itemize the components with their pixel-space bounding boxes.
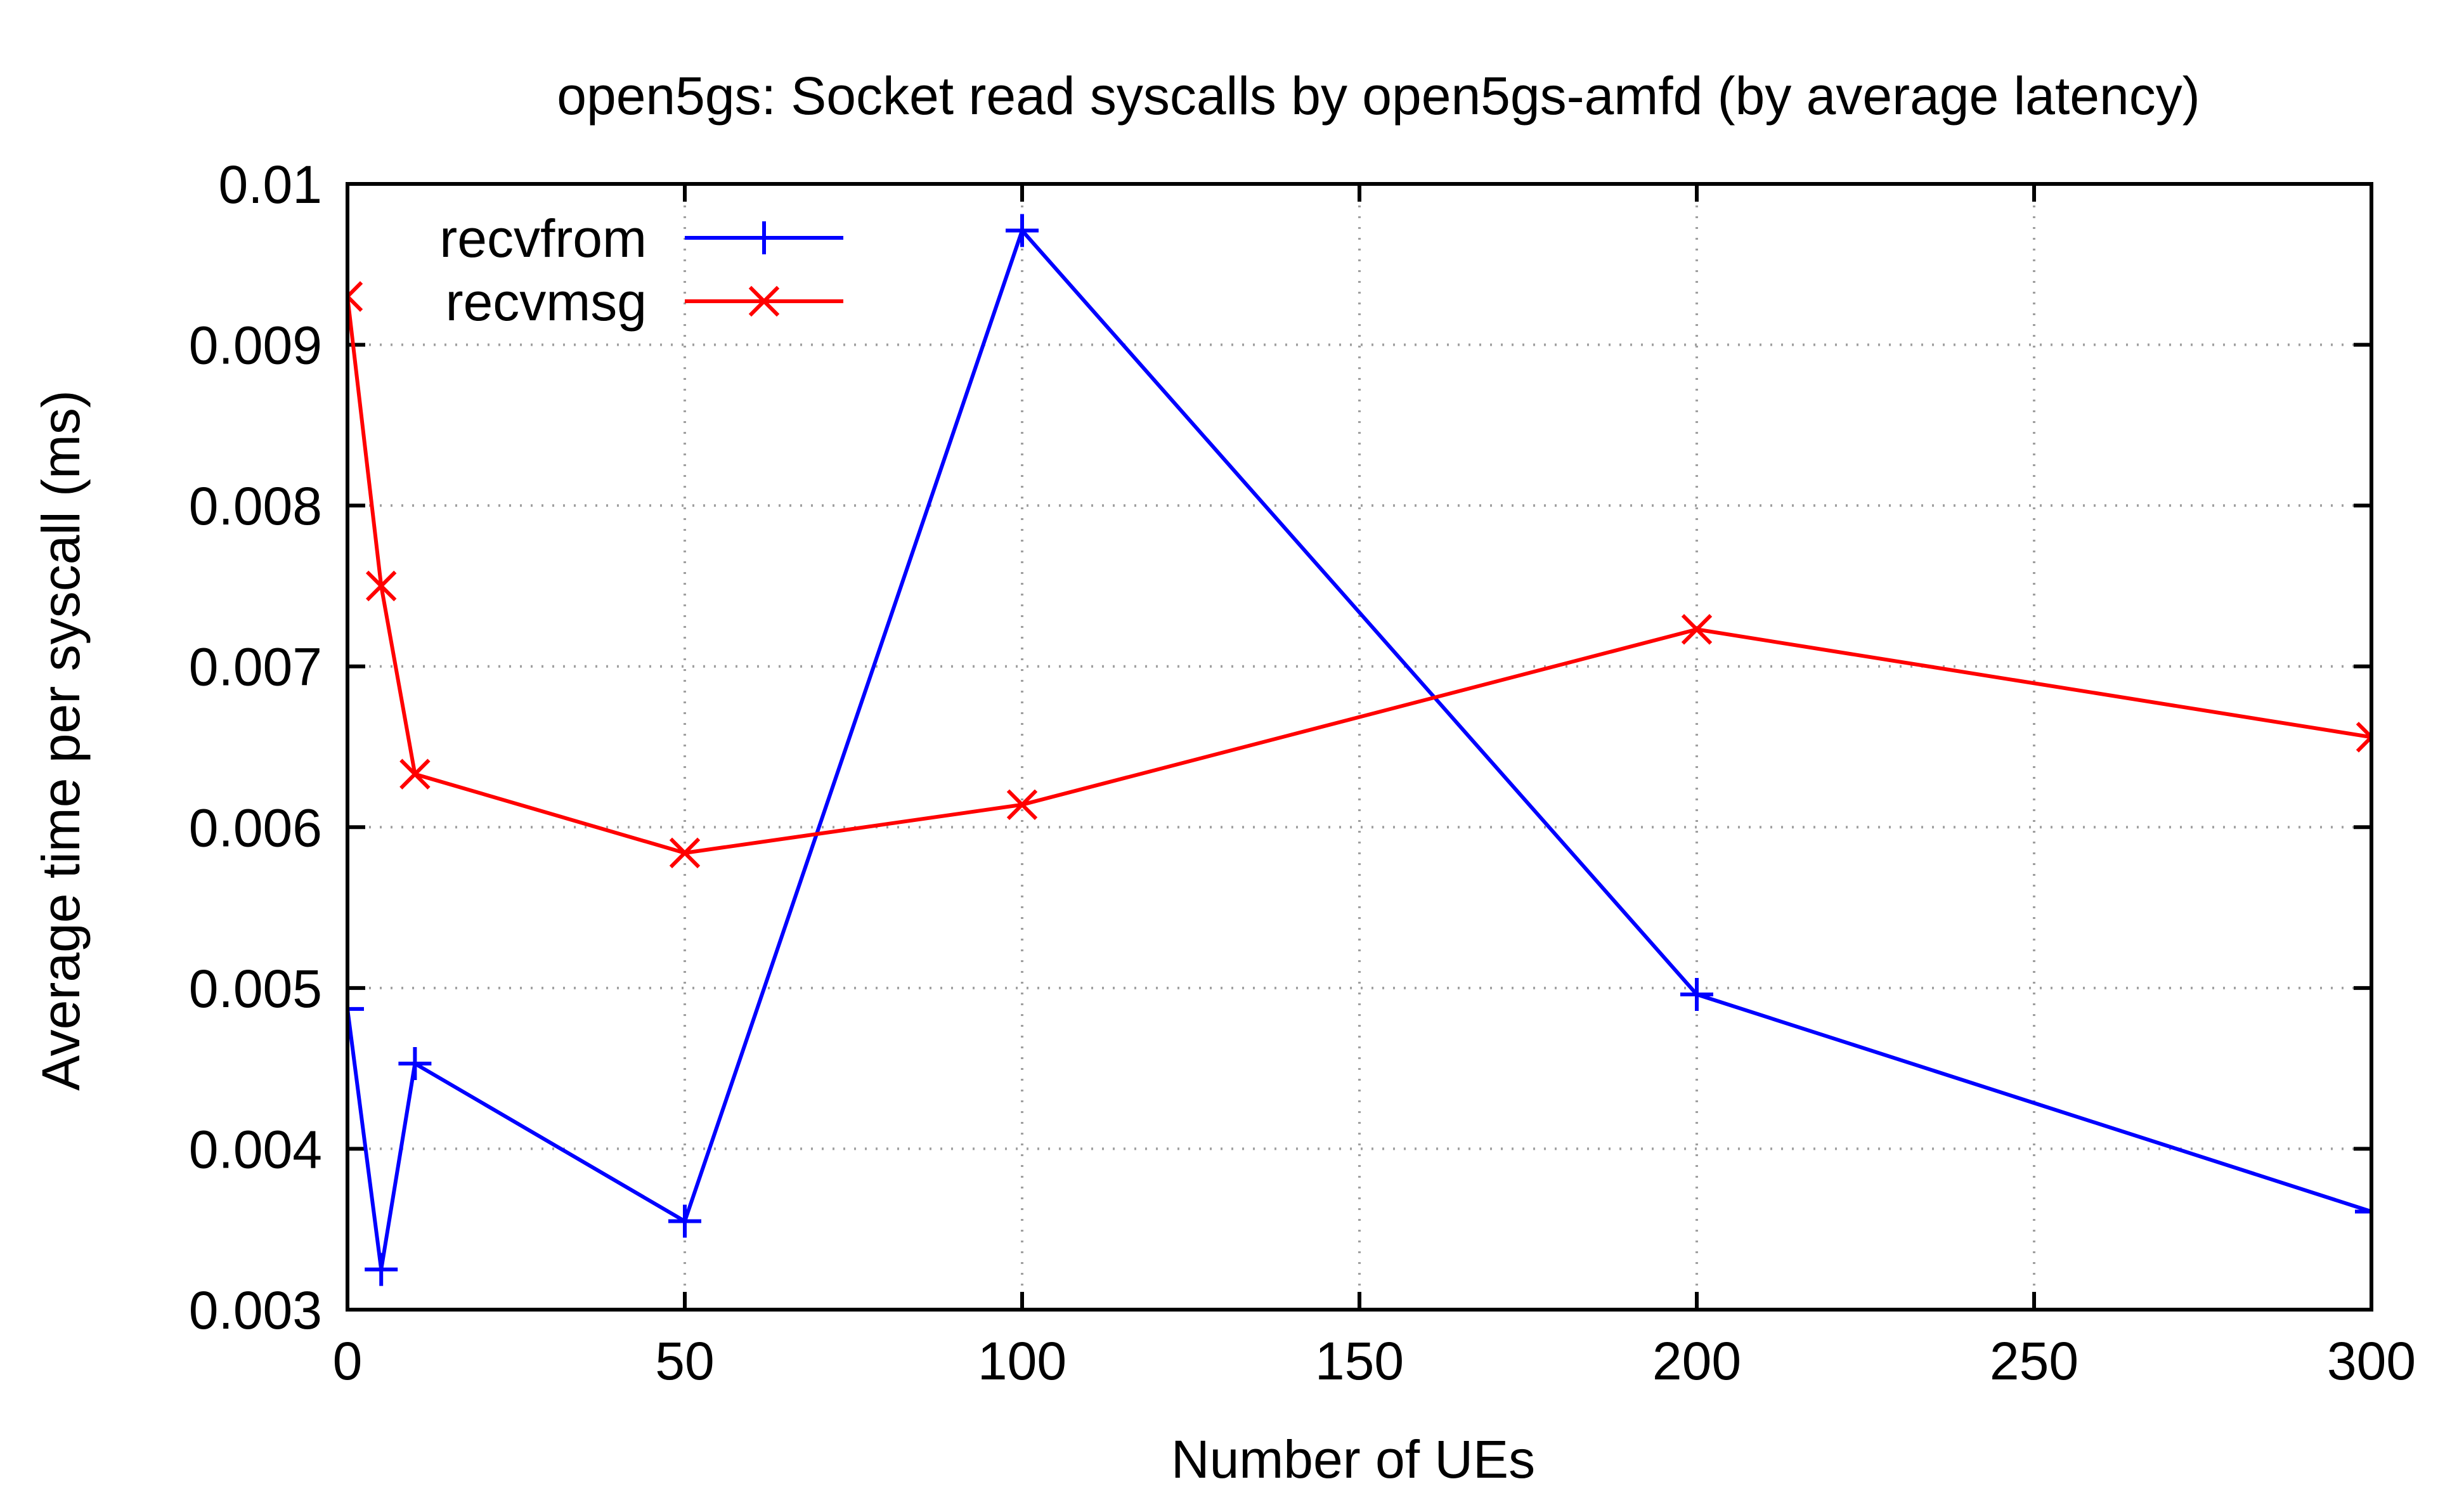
x-axis-label: Number of UEs	[1171, 1430, 1535, 1489]
data-point-recvfrom	[398, 1047, 432, 1081]
marker-stroke	[1681, 614, 1713, 645]
x-tick-label: 0	[333, 1331, 363, 1391]
marker-stroke	[2356, 734, 2371, 753]
data-point-recvmsg	[347, 281, 363, 312]
plot-frame	[346, 182, 2373, 1312]
legend-label-recvmsg: recvmsg	[446, 272, 647, 332]
x-tick-label: 300	[2327, 1331, 2416, 1391]
y-tick-label: 0.005	[189, 959, 322, 1019]
data-point-recvmsg	[1681, 614, 1713, 645]
y-tick-label: 0.004	[189, 1119, 322, 1179]
data-point-recvmsg	[2356, 722, 2371, 753]
y-tick-label: 0.009	[189, 316, 322, 375]
marker-stroke	[669, 837, 701, 869]
data-point-recvmsg	[365, 570, 397, 602]
axis-ticks	[346, 182, 2373, 1312]
marker-stroke	[365, 570, 397, 602]
data-point-recvfrom	[2355, 1195, 2371, 1228]
data-point-recvfrom	[347, 992, 364, 1026]
y-axis-label: Average time per syscall (ms)	[31, 390, 91, 1091]
series-recvfrom	[347, 214, 2371, 1286]
legend-label-recvfrom: recvfrom	[439, 209, 647, 268]
series-line-recvmsg	[347, 296, 2371, 855]
y-tick-label: 0.01	[219, 155, 323, 214]
y-tick-label: 0.003	[189, 1280, 322, 1340]
data-point-recvmsg	[1006, 789, 1038, 821]
data-point-recvfrom	[1680, 978, 1713, 1011]
x-tick-label: 100	[978, 1331, 1067, 1391]
chart-title: open5gs: Socket read syscalls by open5gs…	[557, 66, 2200, 126]
y-tick-label: 0.007	[189, 637, 322, 697]
x-tick-label: 150	[1315, 1331, 1404, 1391]
marker-stroke	[347, 294, 363, 312]
legend-marker-recvfrom	[748, 221, 781, 254]
marker-stroke	[2356, 722, 2371, 740]
data-point-recvfrom	[668, 1204, 701, 1238]
tick-labels: 0 50 100 150 200 250 300 0.003 0.004 0.005 0.006 0.…	[189, 155, 2416, 1391]
marker-stroke	[399, 759, 431, 790]
x-tick-label: 50	[655, 1331, 714, 1391]
grid	[347, 184, 2371, 1310]
marker-stroke	[1006, 789, 1038, 821]
data-point-recvfrom	[365, 1253, 398, 1286]
x-tick-label: 200	[1652, 1331, 1741, 1391]
y-tick-label: 0.006	[189, 798, 322, 857]
data-point-recvmsg	[399, 759, 431, 790]
series-recvmsg	[347, 281, 2371, 869]
series-line-recvfrom	[347, 228, 2371, 1272]
data-point-recvfrom	[1006, 214, 1039, 247]
legend-marker-recvmsg	[748, 285, 780, 317]
y-tick-label: 0.008	[189, 476, 322, 536]
data-point-recvmsg	[669, 837, 701, 869]
marker-stroke	[347, 281, 363, 299]
series-layer	[347, 214, 2371, 1286]
x-tick-label: 250	[1990, 1331, 2078, 1391]
marker-stroke	[748, 285, 780, 317]
